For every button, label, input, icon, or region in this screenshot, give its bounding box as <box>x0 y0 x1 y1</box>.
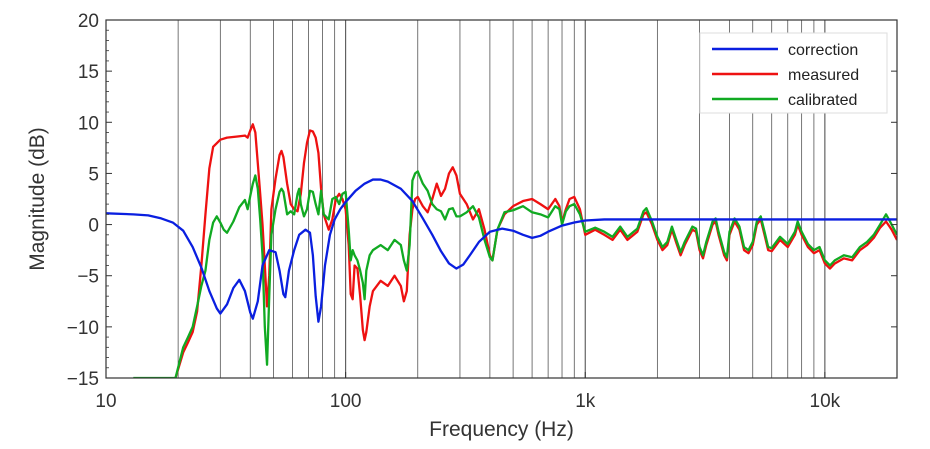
series-lines <box>106 123 897 378</box>
axis-ticks: 10 100 1k 10k 20 15 10 5 0 −5 −10 −15 <box>67 11 897 412</box>
legend-label-measured: measured <box>788 67 859 84</box>
y-tick-label: −10 <box>67 318 99 339</box>
y-tick-label: −15 <box>67 369 99 390</box>
legend-label-correction: correction <box>788 42 858 59</box>
x-tick-label: 1k <box>575 391 596 412</box>
y-tick-label: −5 <box>77 267 99 288</box>
x-tick-label: 10k <box>810 391 841 412</box>
series-line-measured <box>174 123 897 378</box>
x-tick-label: 100 <box>330 391 362 412</box>
legend: correction measured calibrated <box>699 32 888 114</box>
y-tick-label: 0 <box>88 216 99 237</box>
y-tick-label: 10 <box>78 113 99 134</box>
x-axis-label: Frequency (Hz) <box>429 418 574 441</box>
y-tick-label: 15 <box>78 62 99 83</box>
series-line-correction <box>106 178 897 323</box>
y-tick-label: 5 <box>88 164 99 185</box>
legend-label-calibrated: calibrated <box>788 92 857 109</box>
x-tick-label: 10 <box>95 391 116 412</box>
series-line-calibrated <box>133 170 897 378</box>
y-axis-label: Magnitude (dB) <box>26 127 49 271</box>
y-tick-label: 20 <box>78 11 99 32</box>
plot-frame <box>105 19 898 379</box>
